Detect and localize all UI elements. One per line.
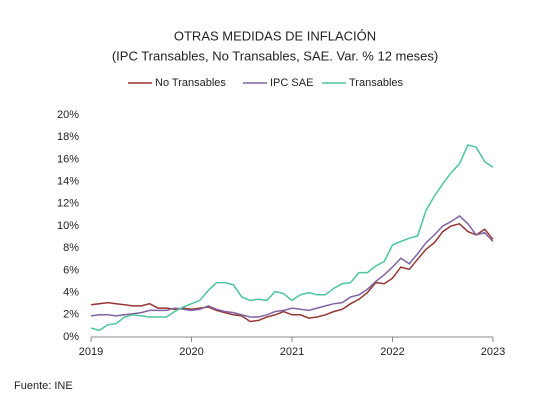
y-tick-label: 18% [57, 131, 79, 143]
y-tick-label: 6% [63, 264, 79, 276]
x-tick-label: 2020 [179, 346, 203, 358]
series-line [90, 222, 494, 323]
series-line [90, 144, 494, 332]
source: Fuente: INE [14, 380, 73, 392]
legend-label: IPC SAE [270, 77, 313, 89]
legend-label: Transables [349, 77, 404, 89]
x-tick-label: 2019 [79, 346, 103, 358]
y-tick-label: 0% [63, 331, 79, 343]
x-tick-label: 2021 [280, 346, 304, 358]
legend-label: No Transables [155, 77, 226, 89]
series-line [90, 215, 494, 318]
y-tick-label: 2% [63, 309, 79, 321]
x-tick-label: 2023 [481, 346, 505, 358]
y-tick-label: 12% [57, 198, 79, 210]
y-tick-label: 8% [63, 242, 79, 254]
y-tick-label: 20% [57, 109, 79, 121]
y-tick-label: 16% [57, 153, 79, 165]
x-tick-label: 2022 [380, 346, 404, 358]
y-tick-label: 14% [57, 176, 79, 188]
chart-title: OTRAS MEDIDAS DE INFLACIÓN [174, 28, 376, 43]
y-tick-label: 10% [57, 220, 79, 232]
y-tick-label: 4% [63, 287, 79, 299]
chart-subtitle: (IPC Transables, No Transables, SAE. Var… [112, 48, 438, 63]
